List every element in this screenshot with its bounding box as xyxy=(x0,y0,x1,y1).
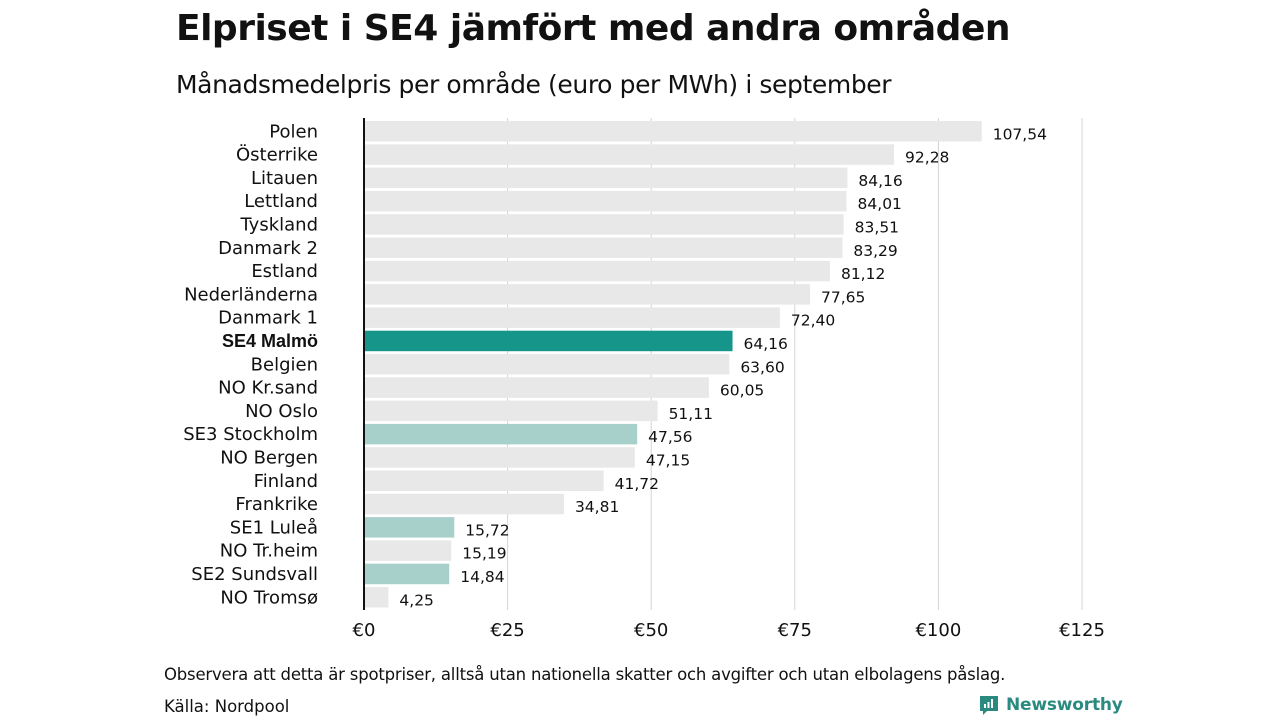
bar xyxy=(364,563,450,585)
newsworthy-logo-icon xyxy=(980,696,998,715)
category-label: Estland xyxy=(251,261,318,282)
category-label: NO Tr.heim xyxy=(220,541,318,562)
category-label: Polen xyxy=(269,121,318,142)
data-label: 84,16 xyxy=(858,172,902,190)
bar xyxy=(364,284,811,305)
category-label: NO Bergen xyxy=(220,447,318,468)
data-label: 72,40 xyxy=(791,312,835,330)
bar xyxy=(364,447,635,468)
data-label: 81,12 xyxy=(841,265,885,283)
category-label: Lettland xyxy=(244,191,318,212)
data-label: 107,54 xyxy=(993,125,1047,143)
data-label: 47,15 xyxy=(646,451,690,469)
data-label: 34,81 xyxy=(575,498,619,516)
category-label: Danmark 1 xyxy=(218,308,318,329)
bar xyxy=(364,587,389,608)
data-label: 47,56 xyxy=(648,428,692,446)
bar xyxy=(364,517,455,538)
bar xyxy=(364,400,658,422)
category-label: SE1 Luleå xyxy=(230,517,318,538)
data-label: 77,65 xyxy=(821,288,865,306)
bar xyxy=(364,237,843,258)
data-label: 14,84 xyxy=(460,568,504,586)
data-label: 84,01 xyxy=(858,195,902,213)
bar xyxy=(364,377,709,398)
chart-subtitle: Månadsmedelpris per område (euro per MWh… xyxy=(176,70,892,99)
x-axis-ticks: €0 €25 €50 €75 €100 €125 xyxy=(353,620,1105,641)
data-label: 51,11 xyxy=(669,405,713,423)
brand-name: Newsworthy xyxy=(1006,695,1123,715)
data-label: 4,25 xyxy=(399,591,434,609)
bar xyxy=(364,330,733,352)
x-tick-label: €0 xyxy=(353,620,376,641)
x-tick-label: €125 xyxy=(1059,620,1105,641)
x-tick-label: €25 xyxy=(490,620,524,641)
bar xyxy=(364,167,848,189)
category-label: SE4 Malmö xyxy=(222,331,318,351)
bar xyxy=(364,214,844,235)
bar xyxy=(364,354,730,375)
bar xyxy=(364,307,780,328)
bar xyxy=(364,260,830,282)
category-label: SE3 Stockholm xyxy=(183,424,318,445)
bar xyxy=(364,121,982,142)
x-tick-label: €75 xyxy=(778,620,812,641)
source-credit: Källa: Nordpool xyxy=(164,697,290,716)
data-label: 15,72 xyxy=(465,521,509,539)
category-label: NO Oslo xyxy=(245,401,318,422)
x-tick-label: €100 xyxy=(915,620,961,641)
category-label: Danmark 2 xyxy=(218,238,318,259)
data-label: 83,51 xyxy=(855,218,899,236)
bar xyxy=(364,423,638,445)
bar xyxy=(364,470,604,491)
x-tick-label: €50 xyxy=(634,620,668,641)
category-label: Belgien xyxy=(251,354,318,375)
data-label: 92,28 xyxy=(905,149,949,167)
data-label: 60,05 xyxy=(720,382,764,400)
bar xyxy=(364,493,564,515)
category-label: Tyskland xyxy=(239,214,318,235)
brand-logo: Newsworthy xyxy=(978,694,1123,716)
chart-title: Elpriset i SE4 jämfört med andra områden xyxy=(176,8,1011,49)
data-label: 41,72 xyxy=(615,475,659,493)
data-label: 83,29 xyxy=(853,242,897,260)
bars xyxy=(364,121,982,608)
category-label: Litauen xyxy=(251,168,318,189)
data-label: 64,16 xyxy=(744,335,788,353)
category-label: Österrike xyxy=(236,144,318,166)
footnote: Observera att detta är spotpriser, allts… xyxy=(164,665,1006,684)
category-label: NO Kr.sand xyxy=(218,378,318,399)
category-label: NO Tromsø xyxy=(220,587,318,608)
data-label: 63,60 xyxy=(740,358,784,376)
category-label: SE2 Sundsvall xyxy=(191,564,318,585)
bar xyxy=(364,540,452,561)
category-label: Nederländerna xyxy=(184,284,318,305)
bar xyxy=(364,144,895,165)
category-label: Frankrike xyxy=(235,494,318,515)
category-label: Finland xyxy=(254,471,318,492)
data-label: 15,19 xyxy=(462,545,506,563)
bar xyxy=(364,190,847,212)
